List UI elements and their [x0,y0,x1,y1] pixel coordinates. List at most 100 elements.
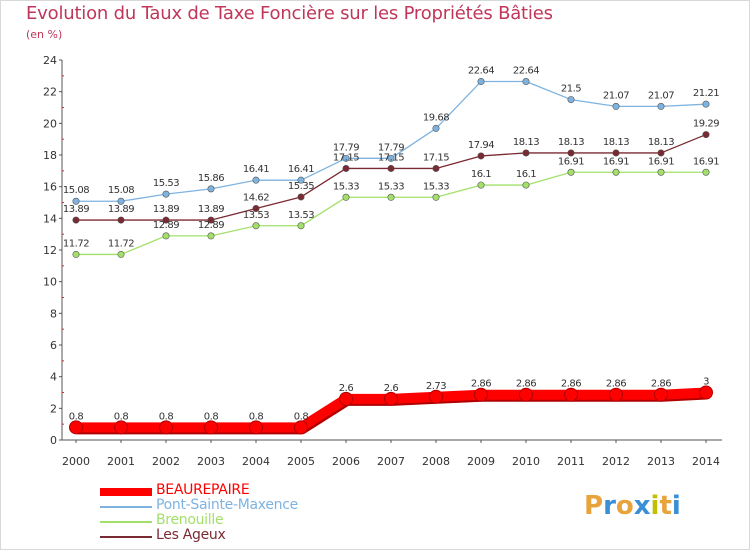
x-tick-label: 2008 [422,455,450,468]
data-label: 2.86 [561,379,581,390]
logo-letter: P [584,491,604,521]
x-tick-label: 2013 [647,455,675,468]
legend-swatch [100,536,152,538]
data-label: 2.6 [339,383,354,394]
data-label: 12.89 [153,220,179,231]
data-label: 13.53 [243,210,269,221]
data-label: 0.8 [159,411,174,422]
data-point [294,420,308,435]
data-point [249,420,263,435]
x-tick-label: 2003 [197,455,225,468]
data-label: 17.15 [423,152,449,163]
x-tick-label: 2012 [602,455,630,468]
data-point [612,102,620,110]
data-label: 21.07 [603,90,629,101]
x-tick-label: 2007 [377,455,405,468]
data-label: 16.41 [288,164,314,175]
data-label: 16.1 [516,169,536,180]
data-point [702,100,710,108]
data-label: 2.86 [606,379,626,390]
data-label: 22.64 [513,66,539,77]
data-point [612,149,620,157]
chart-subtitle: (en %) [26,28,63,41]
y-tick-label: 8 [50,307,57,320]
data-label: 15.33 [423,181,449,192]
y-tick-label: 20 [43,117,57,130]
data-point [567,96,575,104]
data-point [522,181,530,189]
data-label: 16.91 [558,156,584,167]
data-label: 15.33 [378,181,404,192]
data-point [477,78,485,86]
data-label: 2.73 [426,381,446,392]
data-label: 13.89 [153,204,179,215]
data-point [207,216,215,224]
data-label: 13.89 [63,204,89,215]
data-label: 21.07 [648,90,674,101]
data-label: 0.8 [69,411,84,422]
data-label: 2.6 [384,383,399,394]
data-label: 17.79 [378,142,404,153]
x-tick-label: 2004 [242,455,270,468]
data-point [567,149,575,157]
legend-swatch [100,488,152,496]
data-point [297,193,305,201]
data-point [297,176,305,184]
legend-swatch [100,506,152,508]
data-point [207,232,215,240]
data-point [339,391,353,406]
data-label: 13.53 [288,210,314,221]
y-tick-label: 10 [43,276,57,289]
data-label: 19.68 [423,112,449,123]
data-point [252,222,260,230]
data-label: 22.64 [468,66,494,77]
data-label: 16.91 [648,156,674,167]
data-point [654,387,668,402]
x-tick-label: 2006 [332,455,360,468]
logo-letter: i [671,491,681,521]
data-label: 18.13 [603,137,629,148]
data-label: 16.41 [243,164,269,175]
data-point [159,420,173,435]
x-tick-label: 2010 [512,455,540,468]
data-point [522,149,530,157]
y-tick-label: 24 [43,54,57,67]
legend-label: Pont-Sainte-Maxence [156,497,298,513]
data-point [342,164,350,172]
data-point [699,385,713,400]
data-label: 17.15 [333,152,359,163]
data-point [657,102,665,110]
logo-letter: x [633,491,651,521]
data-point [564,387,578,402]
data-point [72,197,80,205]
data-point [384,391,398,406]
data-label: 0.8 [294,411,309,422]
x-tick-label: 2009 [467,455,495,468]
data-label: 2.86 [651,379,671,390]
data-label: 2.86 [471,379,491,390]
data-point [117,250,125,258]
data-point [702,131,710,139]
data-point [162,190,170,198]
data-point [429,389,443,404]
data-point [609,387,623,402]
data-point [342,193,350,201]
data-label: 15.35 [288,181,314,192]
data-label: 19.29 [693,119,719,130]
data-label: 16.1 [471,169,491,180]
y-tick-label: 22 [43,86,57,99]
y-tick-label: 4 [50,371,57,384]
legend-label: Brenouille [156,512,224,528]
logo-letter: o [615,491,634,521]
data-point [162,216,170,224]
data-point [387,164,395,172]
data-point [204,420,218,435]
y-tick-label: 0 [50,434,57,447]
data-point [252,176,260,184]
x-tick-label: 2011 [557,455,585,468]
data-point [342,154,350,162]
data-point [162,232,170,240]
data-point [567,168,575,176]
